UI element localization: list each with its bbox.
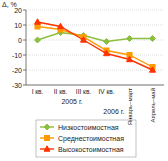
y-tick-label: -10 xyxy=(12,52,22,59)
x-tick-label: III кв. xyxy=(76,88,92,95)
grid-line xyxy=(26,40,164,41)
year-label: 2005 г. xyxy=(61,98,82,105)
series-line xyxy=(38,33,153,42)
y-tick xyxy=(23,85,26,86)
y-tick xyxy=(23,25,26,26)
y-tick xyxy=(23,10,26,11)
legend-marker xyxy=(44,146,50,151)
y-tick-label: -30 xyxy=(12,82,22,89)
x-tick-label: Январь–март xyxy=(127,88,133,126)
grid-line xyxy=(26,25,164,26)
series-line xyxy=(38,22,153,70)
legend-label: Среднестоимостная xyxy=(58,135,124,143)
point xyxy=(81,37,87,42)
x-tick-label: I кв. xyxy=(32,88,44,95)
grid-line xyxy=(26,55,164,56)
legend-label: Низкостоимостная xyxy=(58,124,119,131)
legend-label: Высокостоимостная xyxy=(58,146,124,153)
point xyxy=(150,67,156,72)
legend-marker xyxy=(45,136,50,141)
point xyxy=(58,23,64,28)
year-label: 2006 г. xyxy=(103,108,124,115)
y-axis xyxy=(26,10,27,85)
point xyxy=(35,24,40,29)
grid-line xyxy=(26,10,164,11)
x-tick-label: II кв. xyxy=(54,88,68,95)
point xyxy=(35,37,41,43)
point xyxy=(127,36,133,42)
y-tick-label: -20 xyxy=(12,67,22,74)
grid-line xyxy=(26,85,164,86)
y-tick xyxy=(23,70,26,71)
y-tick-label: 0 xyxy=(18,37,22,44)
point xyxy=(104,50,110,55)
point xyxy=(150,36,156,42)
y-tick-label: 10 xyxy=(14,22,22,29)
y-tick xyxy=(23,55,26,56)
chart: -30-20-1001020Δ, %I кв.II кв.III кв.IV к… xyxy=(0,0,168,161)
y-tick xyxy=(23,40,26,41)
legend-marker xyxy=(44,124,50,130)
point xyxy=(35,19,41,24)
point xyxy=(104,39,110,45)
x-tick-label: Апрель–май xyxy=(150,88,156,123)
x-tick-label: IV кв. xyxy=(98,88,114,95)
grid-line xyxy=(26,70,164,71)
x-axis xyxy=(26,85,164,86)
legend-box xyxy=(36,120,136,157)
plot-area xyxy=(35,19,156,72)
point xyxy=(127,56,133,61)
y-axis-label: Δ, % xyxy=(2,1,17,8)
